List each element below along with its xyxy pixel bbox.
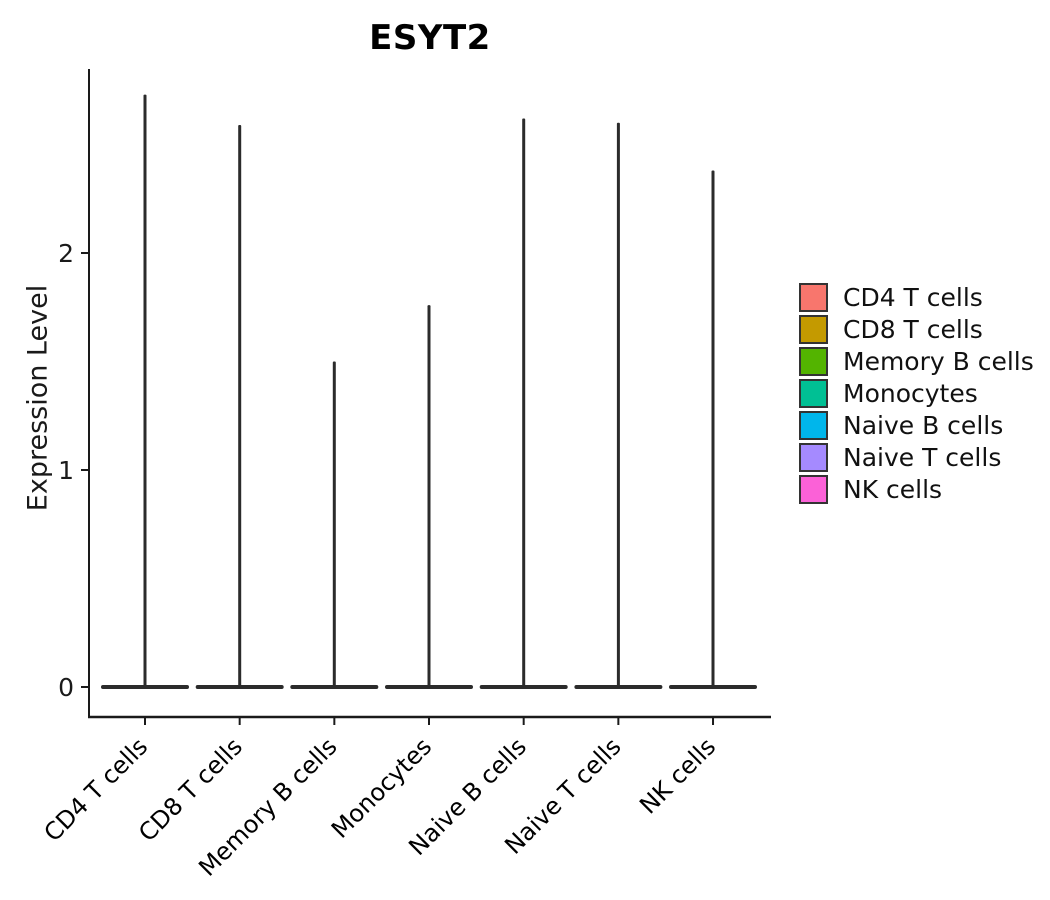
violin-base-memory-b-cells — [290, 685, 379, 689]
violin-spike-cd4-t-cells — [143, 94, 147, 689]
legend-swatch-icon — [799, 443, 828, 472]
violin-base-naive-b-cells — [479, 685, 568, 689]
legend-label: CD8 T cells — [843, 315, 983, 344]
legend-item-naive-t-cells: Naive T cells — [799, 443, 1034, 472]
violin-spike-monocytes — [427, 305, 431, 688]
plot-title: ESYT2 — [369, 18, 491, 58]
legend-item-monocytes: Monocytes — [799, 379, 1034, 408]
legend-swatch-icon — [799, 475, 828, 504]
x-axis-label-nk-cells: NK cells — [634, 732, 721, 819]
legend-swatch-icon — [799, 411, 828, 440]
violin-base-cd8-t-cells — [195, 685, 284, 689]
legend-item-nk-cells: NK cells — [799, 475, 1034, 504]
legend-label: Naive T cells — [843, 443, 1002, 472]
legend-label: Naive B cells — [843, 411, 1004, 440]
legend-label: Memory B cells — [843, 347, 1034, 376]
legend-item-memory-b-cells: Memory B cells — [799, 347, 1034, 376]
legend-label: CD4 T cells — [843, 283, 983, 312]
violin-base-monocytes — [385, 685, 473, 689]
y-tick-label-2: 2 — [58, 239, 74, 268]
legend-swatch-icon — [799, 347, 828, 376]
y-tick-label-1: 1 — [58, 456, 74, 485]
legend-label: Monocytes — [843, 379, 978, 408]
legend-swatch-icon — [799, 315, 828, 344]
legend-item-cd4-t-cells: CD4 T cells — [799, 283, 1034, 312]
legend: CD4 T cells CD8 T cells Memory B cells Mono… — [799, 283, 1034, 507]
violin-spike-nk-cells — [711, 170, 715, 688]
violin-base-nk-cells — [669, 685, 757, 689]
legend-swatch-icon — [799, 379, 828, 408]
violin-spike-naive-t-cells — [616, 122, 620, 689]
violin-base-cd4-t-cells — [101, 685, 189, 689]
y-tick-label-0: 0 — [58, 673, 74, 702]
violin-spike-memory-b-cells — [332, 361, 336, 688]
violin-spike-cd8-t-cells — [238, 125, 242, 688]
legend-item-cd8-t-cells: CD8 T cells — [799, 315, 1034, 344]
legend-label: NK cells — [843, 475, 943, 504]
legend-item-naive-b-cells: Naive B cells — [799, 411, 1034, 440]
legend-swatch-icon — [799, 283, 828, 312]
violin-base-naive-t-cells — [574, 685, 663, 689]
violin-spike-naive-b-cells — [522, 118, 526, 688]
